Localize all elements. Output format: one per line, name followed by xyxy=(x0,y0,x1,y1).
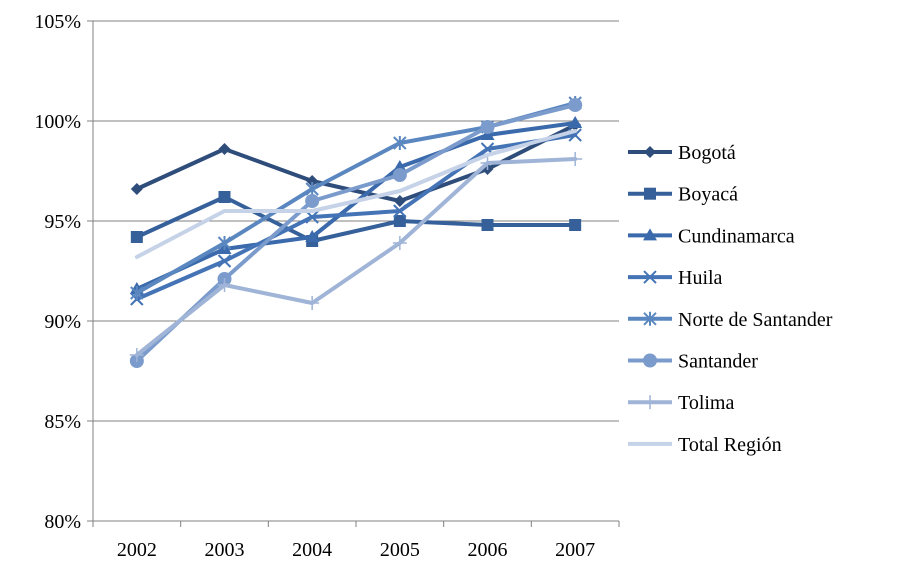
series xyxy=(134,129,578,259)
series-line xyxy=(134,157,578,357)
data-point xyxy=(568,98,583,112)
legend-label: Norte de Santander xyxy=(678,309,833,331)
series-line xyxy=(134,133,578,301)
legend-label: Santander xyxy=(678,351,758,373)
data-point xyxy=(305,296,320,310)
series xyxy=(129,98,583,368)
data-point xyxy=(217,278,232,292)
legend-item: Santander xyxy=(628,351,758,373)
legend-label: Bogotá xyxy=(678,142,736,164)
data-point xyxy=(305,194,320,208)
data-point xyxy=(305,182,319,196)
data-point xyxy=(481,219,494,231)
legend-label: Total Región xyxy=(678,434,782,456)
data-point xyxy=(643,395,657,410)
data-point xyxy=(480,156,495,170)
data-point xyxy=(644,187,656,200)
legend-item: Cundinamarca xyxy=(628,225,795,247)
series-line xyxy=(134,103,578,363)
data-point xyxy=(643,311,657,326)
y-tick-label: 105% xyxy=(34,11,81,33)
x-tick-label: 2006 xyxy=(468,539,508,561)
data-point xyxy=(643,270,657,284)
data-point xyxy=(392,236,407,250)
data-point xyxy=(217,254,232,268)
legend-item: Huila xyxy=(628,267,723,289)
legend-item: Norte de Santander xyxy=(628,309,833,331)
data-point xyxy=(218,143,231,155)
data-point xyxy=(393,204,407,218)
data-point xyxy=(218,191,231,203)
x-axis-ticks: 2002 2003 2004 2005 2006 2007 xyxy=(92,521,620,561)
data-point xyxy=(393,215,406,227)
x-tick-label: 2007 xyxy=(555,539,595,561)
y-tick-label: 95% xyxy=(44,211,81,233)
series-layer xyxy=(129,96,583,368)
data-point xyxy=(644,146,656,158)
series-line xyxy=(134,129,578,259)
data-point xyxy=(217,236,232,250)
data-point xyxy=(568,152,583,166)
x-tick-label: 2002 xyxy=(117,539,157,561)
legend-label: Cundinamarca xyxy=(678,225,795,247)
y-tick-label: 80% xyxy=(44,511,81,533)
data-point xyxy=(305,230,320,242)
data-point xyxy=(129,348,144,362)
y-axis-ticks: 80% 85% 90% 95% 100% 105% xyxy=(34,11,93,533)
data-point xyxy=(130,231,143,243)
data-point xyxy=(643,228,657,241)
data-point xyxy=(568,116,583,128)
legend-item: Total Región xyxy=(628,434,782,456)
data-point xyxy=(480,120,495,134)
data-point xyxy=(130,183,143,195)
series xyxy=(130,96,582,300)
y-tick-label: 90% xyxy=(44,311,81,333)
legend-item: Bogotá xyxy=(628,142,736,164)
data-point xyxy=(130,286,144,300)
data-point xyxy=(393,195,406,207)
y-tick-label: 85% xyxy=(44,411,81,433)
data-point xyxy=(393,136,407,150)
legend-item: Boyacá xyxy=(628,184,738,206)
series-line xyxy=(134,195,578,243)
series xyxy=(129,152,583,362)
legend-label: Tolima xyxy=(678,392,734,414)
data-point xyxy=(306,175,319,187)
data-point xyxy=(643,353,657,368)
legend-item: Tolima xyxy=(628,392,734,414)
legend-label: Huila xyxy=(678,267,723,289)
data-point xyxy=(569,219,582,231)
x-tick-label: 2003 xyxy=(205,539,245,561)
x-tick-label: 2005 xyxy=(380,539,420,561)
legend: Bogotá Boyacá Cundinamarca Huila Norte de Sa… xyxy=(628,142,833,456)
legend-label: Boyacá xyxy=(678,184,738,206)
x-tick-label: 2004 xyxy=(292,539,332,561)
data-point xyxy=(392,168,407,182)
y-tick-label: 100% xyxy=(34,111,81,133)
series xyxy=(130,191,582,247)
